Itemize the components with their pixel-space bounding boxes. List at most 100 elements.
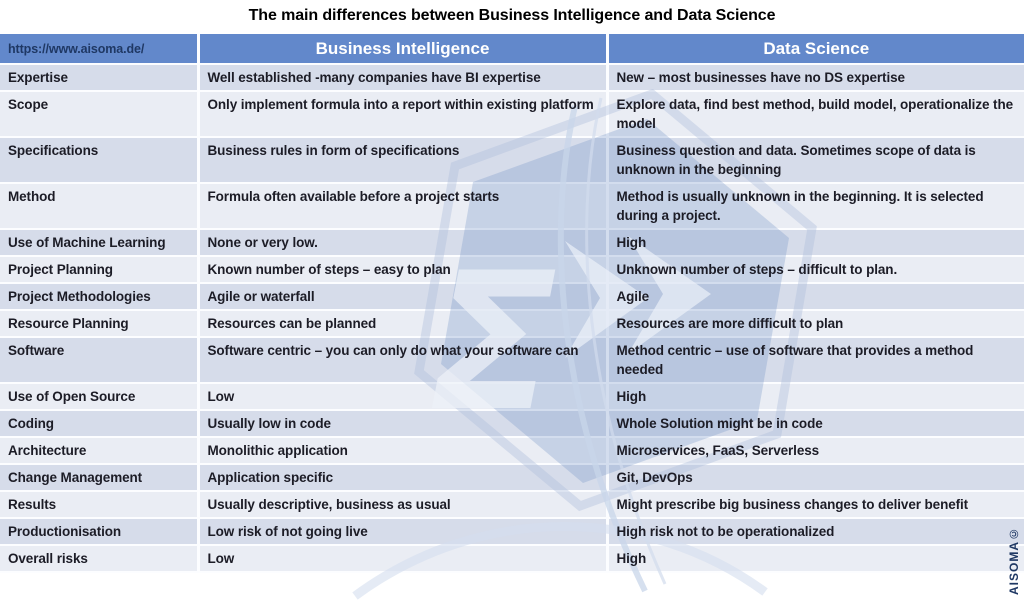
ds-cell: High [607, 383, 1024, 411]
bi-cell: Software centric – you can only do what … [198, 337, 609, 384]
bi-cell-text: Monolithic application [207, 443, 348, 458]
bi-cell-text: Usually low in code [207, 416, 331, 431]
table-row: Overall risks Low High [0, 545, 1024, 573]
row-label: Use of Open Source [0, 383, 200, 411]
column-header-bi-label: Business Intelligence [315, 38, 490, 58]
ds-cell-text: High [616, 389, 647, 404]
ds-cell-text: Might prescribe big business changes to … [616, 497, 969, 512]
ds-cell-text: Microservices, FaaS, Serverless [616, 443, 820, 458]
row-label-text: Software [8, 343, 65, 358]
row-label: Project Methodologies [0, 283, 200, 311]
bi-cell-text: Low [207, 551, 235, 566]
row-label-text: Scope [8, 97, 49, 112]
ds-cell-text: Unknown number of steps – difficult to p… [616, 262, 898, 277]
comparison-table: https://www.aisoma.de/ Business Intellig… [0, 34, 1024, 573]
bi-cell-text: Well established -many companies have BI… [207, 70, 541, 85]
ds-cell: Explore data, find best method, build mo… [607, 91, 1024, 138]
bi-cell: Usually descriptive, business as usual [198, 491, 609, 519]
table-row: Use of Machine Learning None or very low.… [0, 229, 1024, 257]
row-label: Overall risks [0, 545, 200, 573]
source-url[interactable]: https://www.aisoma.de/ [0, 34, 200, 65]
bi-cell: Low risk of not going live [198, 518, 609, 546]
bi-cell-text: None or very low. [207, 235, 318, 250]
ds-cell-text: Git, DevOps [616, 470, 693, 485]
ds-cell: Whole Solution might be in code [607, 410, 1024, 438]
bi-cell: Business rules in form of specifications [198, 137, 609, 184]
bi-cell: Agile or waterfall [198, 283, 609, 311]
column-header-ds-label: Data Science [763, 38, 870, 58]
row-label-text: Use of Machine Learning [8, 235, 166, 250]
ds-cell: Might prescribe big business changes to … [607, 491, 1024, 519]
table-row: Productionisation Low risk of not going l… [0, 518, 1024, 546]
table-row: Use of Open Source Low High [0, 383, 1024, 411]
ds-cell: Method centric – use of software that pr… [607, 337, 1024, 384]
aisoma-copyright-vertical: AISOMA© [1007, 526, 1021, 595]
bi-cell: Well established -many companies have BI… [198, 64, 609, 92]
row-label-text: Resource Planning [8, 316, 129, 331]
row-label: Specifications [0, 137, 200, 184]
bi-cell: Known number of steps – easy to plan [198, 256, 609, 284]
row-label-text: Coding [8, 416, 54, 431]
row-label-text: Use of Open Source [8, 389, 136, 404]
bi-cell: Only implement formula into a report wit… [198, 91, 609, 138]
row-label: Project Planning [0, 256, 200, 284]
bi-cell: Usually low in code [198, 410, 609, 438]
row-label-text: Overall risks [8, 551, 88, 566]
ds-cell: High [607, 229, 1024, 257]
ds-cell: Git, DevOps [607, 464, 1024, 492]
row-label: Productionisation [0, 518, 200, 546]
ds-cell: Method is usually unknown in the beginni… [607, 183, 1024, 230]
source-url-label: https://www.aisoma.de/ [8, 41, 145, 56]
table-row: Project Methodologies Agile or waterfall A… [0, 283, 1024, 311]
ds-cell-text: High [616, 235, 647, 250]
row-label: Expertise [0, 64, 200, 92]
bi-cell-text: Low [207, 389, 235, 404]
column-header-ds: Data Science [607, 34, 1024, 65]
bi-cell-text: Low risk of not going live [207, 524, 368, 539]
row-label: Resource Planning [0, 310, 200, 338]
bi-cell: Monolithic application [198, 437, 609, 465]
row-label-text: Expertise [8, 70, 68, 85]
bi-cell: Resources can be planned [198, 310, 609, 338]
table-row: Architecture Monolithic application Micros… [0, 437, 1024, 465]
ds-cell-text: High risk not to be operationalized [616, 524, 835, 539]
bi-cell: Low [198, 545, 609, 573]
row-label: Use of Machine Learning [0, 229, 200, 257]
ds-cell: High risk not to be operationalized [607, 518, 1024, 546]
row-label: Architecture [0, 437, 200, 465]
bi-cell-text: Only implement formula into a report wit… [207, 97, 594, 112]
column-header-bi: Business Intelligence [198, 34, 609, 65]
ds-cell: Microservices, FaaS, Serverless [607, 437, 1024, 465]
row-label: Scope [0, 91, 200, 138]
bi-cell-text: Usually descriptive, business as usual [207, 497, 451, 512]
ds-cell: High [607, 545, 1024, 573]
table-row: Resource Planning Resources can be planne… [0, 310, 1024, 338]
ds-cell: Business question and data. Sometimes sc… [607, 137, 1024, 184]
bi-cell: Formula often available before a project… [198, 183, 609, 230]
table-row: Specifications Business rules in form of … [0, 137, 1024, 184]
table-row: Method Formula often available before a p… [0, 183, 1024, 230]
ds-cell: Agile [607, 283, 1024, 311]
bi-cell-text: Business rules in form of specifications [207, 143, 460, 158]
table-row: Software Software centric – you can only … [0, 337, 1024, 384]
ds-cell: New – most businesses have no DS experti… [607, 64, 1024, 92]
bi-cell-text: Formula often available before a project… [207, 189, 500, 204]
row-label: Results [0, 491, 200, 519]
row-label-text: Results [8, 497, 57, 512]
comparison-table-body: Expertise Well established -many companie… [0, 64, 1024, 573]
bi-cell: Application specific [198, 464, 609, 492]
ds-cell: Unknown number of steps – difficult to p… [607, 256, 1024, 284]
ds-cell-text: Resources are more difficult to plan [616, 316, 844, 331]
bi-cell: Low [198, 383, 609, 411]
bi-cell-text: Known number of steps – easy to plan [207, 262, 451, 277]
ds-cell-text: Method centric – use of software that pr… [616, 343, 974, 377]
ds-cell-text: Whole Solution might be in code [616, 416, 823, 431]
ds-cell-text: Agile [616, 289, 650, 304]
row-label-text: Productionisation [8, 524, 122, 539]
row-label: Software [0, 337, 200, 384]
ds-cell-text: New – most businesses have no DS experti… [616, 70, 906, 85]
ds-cell-text: Method is usually unknown in the beginni… [616, 189, 984, 223]
bi-cell-text: Application specific [207, 470, 334, 485]
bi-cell-text: Agile or waterfall [207, 289, 315, 304]
table-row: Expertise Well established -many companie… [0, 64, 1024, 92]
